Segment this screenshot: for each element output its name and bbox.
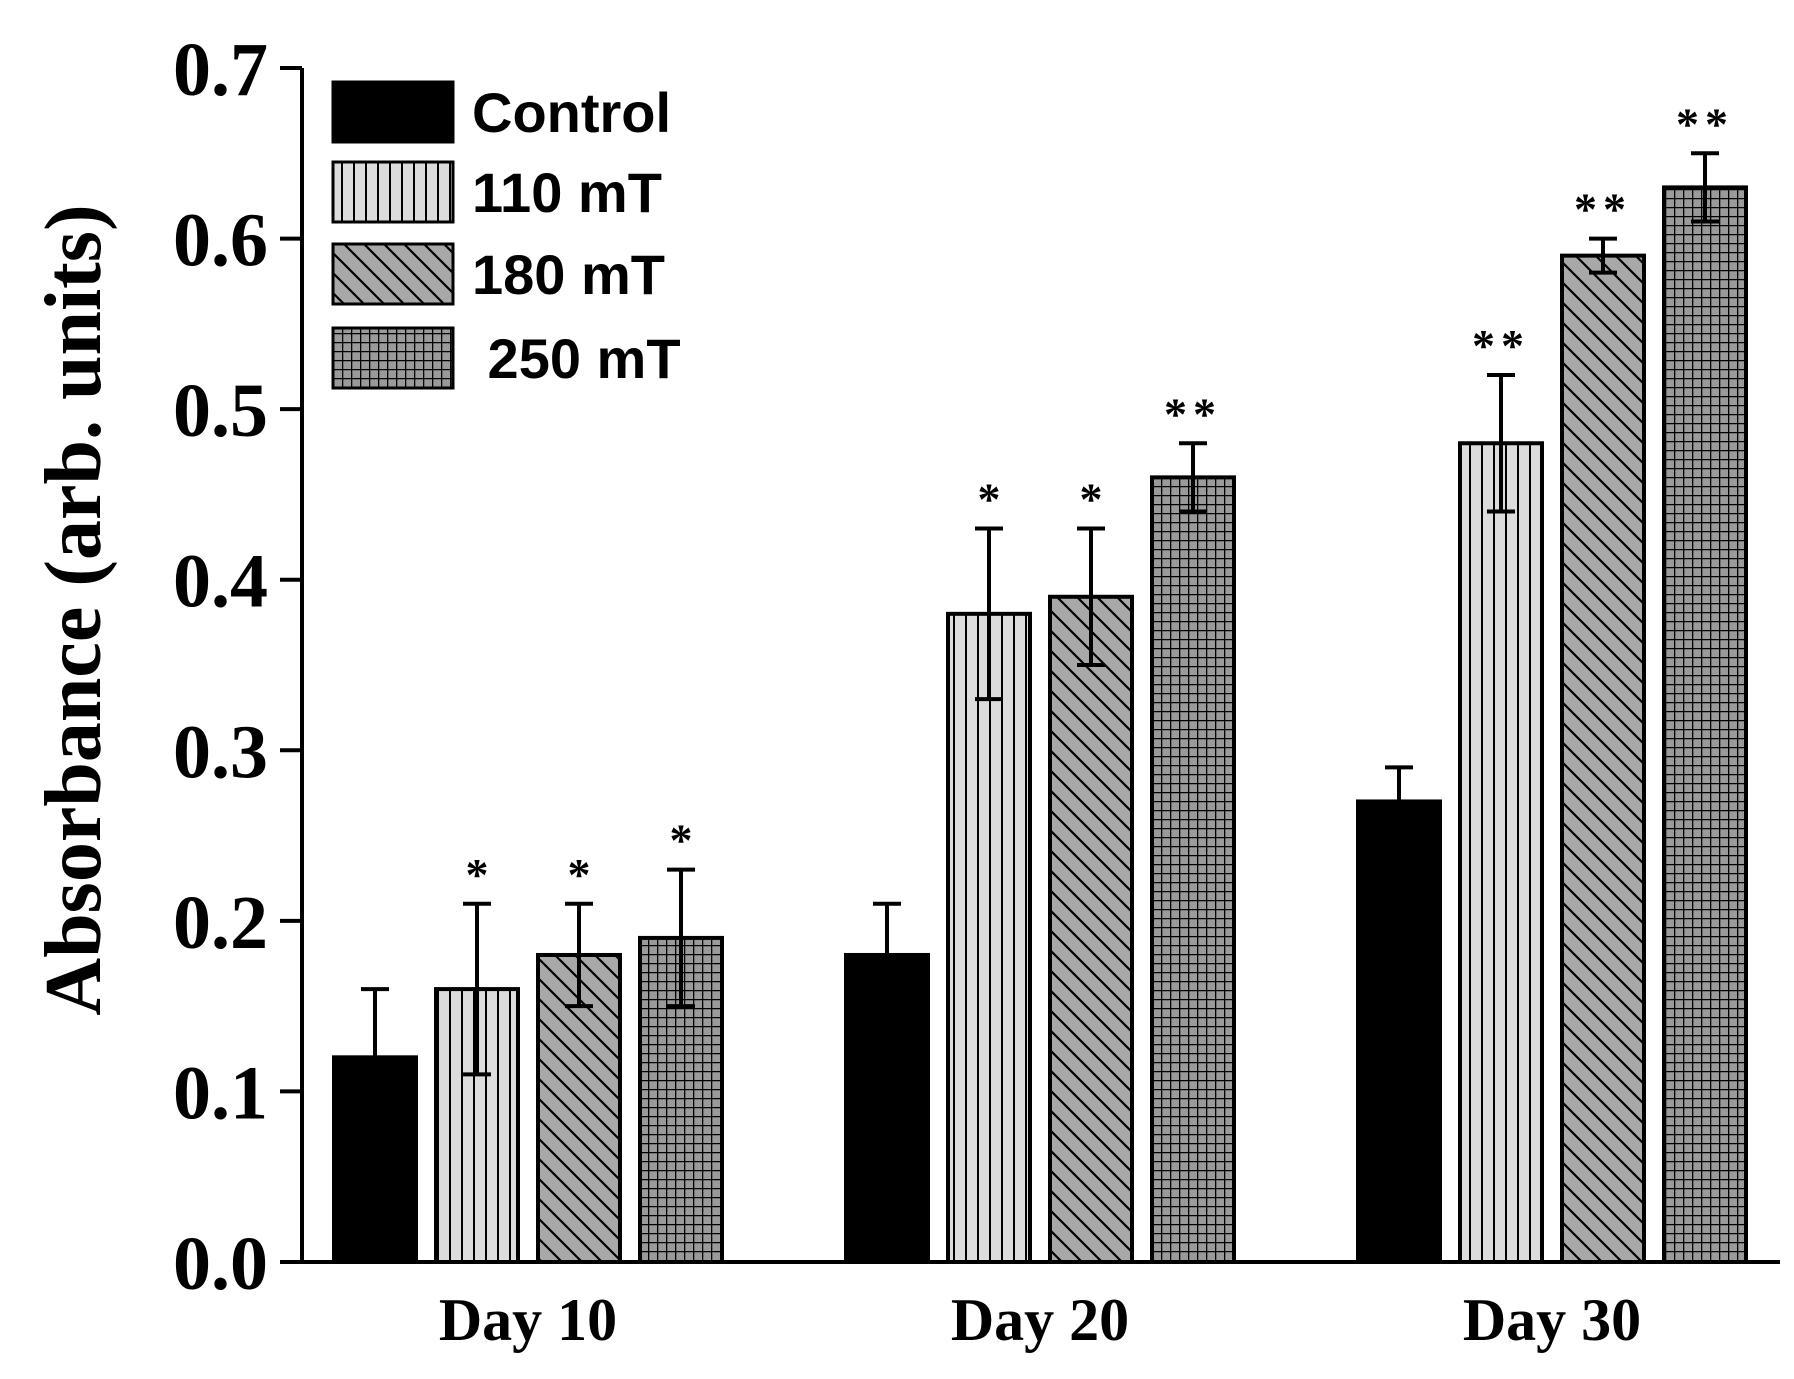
significance-marker: * bbox=[568, 849, 591, 900]
legend-label: 180 mT bbox=[472, 243, 665, 306]
legend-label: Control bbox=[472, 81, 671, 144]
y-tick-label: 0.4 bbox=[173, 540, 268, 624]
error-bar bbox=[1077, 526, 1105, 667]
error-bar bbox=[667, 867, 695, 1009]
y-tick-label: 0.0 bbox=[173, 1222, 268, 1306]
significance-marker: * bbox=[1080, 474, 1103, 525]
x-tick-label: Day 30 bbox=[1463, 1287, 1641, 1353]
legend-item: 110 mT bbox=[331, 160, 662, 224]
y-tick-label: 0.3 bbox=[173, 710, 268, 794]
error-bar bbox=[1179, 441, 1207, 514]
y-tick-label: 0.7 bbox=[173, 28, 268, 112]
y-tick-label: 0.5 bbox=[173, 369, 268, 453]
y-tick-label: 0.1 bbox=[173, 1051, 268, 1135]
significance-marker: * bbox=[670, 815, 693, 866]
significance-marker: ** bbox=[1472, 320, 1530, 371]
legend: Control 110 mT 180 mT 250 mT bbox=[331, 80, 681, 390]
y-axis-ticks: 0.0 0.1 0.2 0.3 0.4 0.5 0.6 0.7 bbox=[173, 28, 302, 1306]
legend-swatch bbox=[331, 242, 455, 306]
x-axis-tick-labels: Day 10 Day 20 Day 30 bbox=[439, 1287, 1641, 1353]
bar-control-day-20 bbox=[844, 952, 930, 1264]
y-tick-label: 0.2 bbox=[173, 881, 268, 965]
significance-marker: ** bbox=[1574, 184, 1632, 235]
error-bar bbox=[565, 901, 593, 1009]
error-bars bbox=[361, 151, 1719, 1077]
legend-item: 250 mT bbox=[331, 326, 681, 390]
bar-110-mt-day-30 bbox=[1458, 441, 1544, 1264]
significance-markers: * *** ********* bbox=[466, 98, 1734, 900]
bar-control-day-30 bbox=[1356, 799, 1442, 1264]
bars bbox=[332, 185, 1748, 1265]
error-bar bbox=[1691, 151, 1719, 224]
y-tick-label: 0.6 bbox=[173, 199, 268, 283]
x-tick-label: Day 10 bbox=[439, 1287, 617, 1353]
error-bar bbox=[463, 901, 491, 1077]
error-bar bbox=[1487, 373, 1515, 514]
significance-marker: * bbox=[978, 474, 1001, 525]
significance-marker: ** bbox=[1164, 388, 1222, 439]
legend-item: 180 mT bbox=[331, 242, 665, 306]
bar-control-day-10 bbox=[332, 1055, 418, 1265]
error-bar bbox=[873, 901, 901, 955]
legend-label: 250 mT bbox=[472, 327, 681, 390]
bar-180-mt-day-20 bbox=[1048, 594, 1134, 1264]
error-bar bbox=[1385, 765, 1413, 802]
y-axis-label: Absorbance (arb. units) bbox=[30, 204, 118, 1015]
legend-item: Control bbox=[331, 80, 671, 144]
bar-250-mt-day-20 bbox=[1150, 475, 1236, 1265]
error-bar bbox=[975, 526, 1003, 702]
bar-250-mt-day-30 bbox=[1662, 185, 1748, 1264]
legend-swatch bbox=[331, 160, 455, 224]
bar-110-mt-day-20 bbox=[946, 611, 1032, 1264]
significance-marker: * bbox=[466, 849, 489, 900]
error-bar bbox=[1589, 236, 1617, 275]
legend-label: 110 mT bbox=[472, 161, 662, 224]
bar-180-mt-day-30 bbox=[1560, 253, 1646, 1264]
error-bar bbox=[361, 987, 389, 1058]
legend-swatch bbox=[331, 80, 455, 144]
significance-marker: ** bbox=[1676, 98, 1734, 149]
legend-swatch bbox=[331, 326, 455, 390]
x-tick-label: Day 20 bbox=[951, 1287, 1129, 1353]
